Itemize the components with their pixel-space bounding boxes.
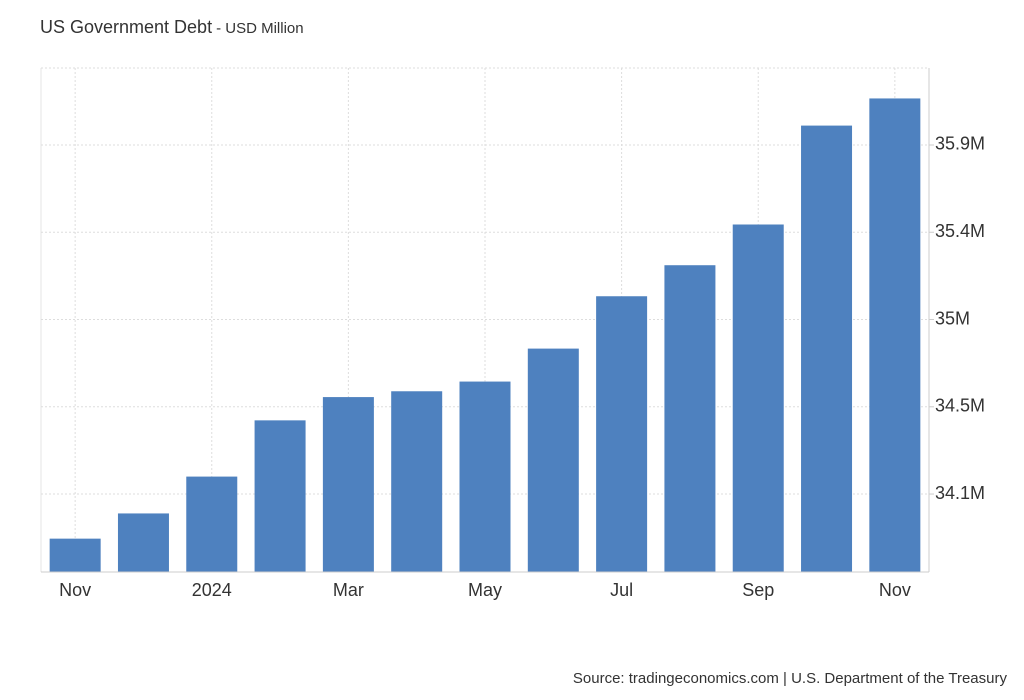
x-tick-label: Jul (610, 580, 633, 600)
x-tick-label: Mar (333, 580, 364, 600)
x-tick-label: Nov (879, 580, 911, 600)
x-tick-label: May (468, 580, 502, 600)
y-tick-label: 35.4M (935, 221, 985, 241)
y-tick-label: 34.5M (935, 396, 985, 416)
y-tick-label: 35.9M (935, 134, 985, 154)
y-tick-label: 34.1M (935, 483, 985, 503)
bar (801, 125, 853, 573)
chart-title: US Government Debt (40, 17, 212, 37)
bar (596, 296, 648, 572)
bar (869, 98, 921, 572)
bar (186, 476, 238, 572)
bar (732, 224, 784, 573)
chart-subtitle: - USD Million (216, 20, 304, 37)
bar (322, 397, 374, 572)
x-tick-label: Nov (59, 580, 91, 600)
bar (391, 391, 443, 572)
bar (117, 513, 169, 572)
bar (527, 348, 579, 572)
bar (459, 381, 511, 572)
source-note: Source: tradingeconomics.com | U.S. Depa… (573, 670, 1008, 687)
x-tick-label: 2024 (192, 580, 232, 600)
y-tick-label: 35M (935, 308, 970, 328)
bar (664, 265, 716, 572)
bar (254, 420, 306, 572)
x-tick-label: Sep (742, 580, 774, 600)
bar (49, 538, 101, 572)
